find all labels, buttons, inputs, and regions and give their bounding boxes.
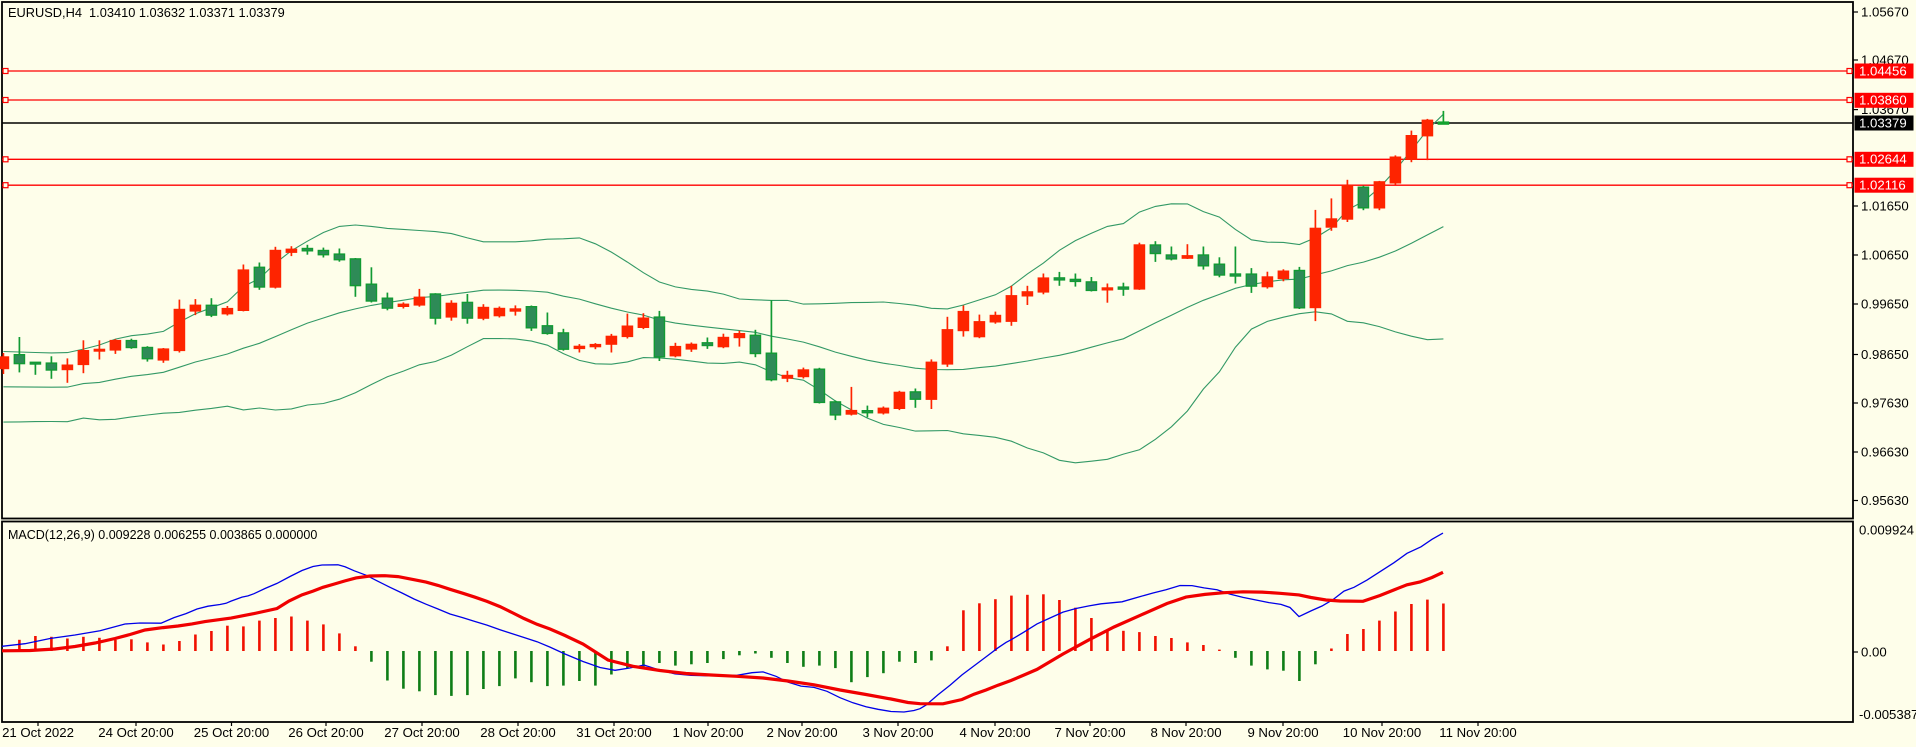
svg-text:0.95630: 0.95630 [1861,493,1909,508]
svg-text:26 Oct 20:00: 26 Oct 20:00 [288,725,364,740]
svg-text:-0.005387: -0.005387 [1859,707,1916,722]
svg-text:1.04456: 1.04456 [1859,63,1907,78]
svg-text:27 Oct 20:00: 27 Oct 20:00 [384,725,460,740]
svg-text:1.02116: 1.02116 [1859,178,1906,193]
svg-text:11 Nov 20:00: 11 Nov 20:00 [1439,725,1516,740]
svg-text:28 Oct 20:00: 28 Oct 20:00 [480,725,556,740]
svg-text:7 Nov 20:00: 7 Nov 20:00 [1054,725,1125,740]
svg-text:2 Nov 20:00: 2 Nov 20:00 [766,725,837,740]
svg-text:9 Nov 20:00: 9 Nov 20:00 [1247,725,1318,740]
svg-text:10 Nov 20:00: 10 Nov 20:00 [1343,725,1421,740]
svg-text:1.02644: 1.02644 [1859,152,1907,167]
svg-text:21 Oct 2022: 21 Oct 2022 [2,725,74,740]
svg-text:1.03379: 1.03379 [1859,115,1907,130]
svg-text:8 Nov 20:00: 8 Nov 20:00 [1150,725,1221,740]
svg-text:0.00: 0.00 [1861,644,1887,659]
svg-text:24 Oct 20:00: 24 Oct 20:00 [98,725,174,740]
svg-text:1.01650: 1.01650 [1861,198,1909,213]
svg-text:0.009924: 0.009924 [1859,522,1914,537]
svg-text:MACD(12,26,9) 0.009228 0.00625: MACD(12,26,9) 0.009228 0.006255 0.003865… [8,528,317,542]
svg-text:0.99650: 0.99650 [1861,296,1909,311]
svg-text:31 Oct 20:00: 31 Oct 20:00 [576,725,652,740]
svg-text:1.00650: 1.00650 [1861,247,1909,262]
svg-text:0.97630: 0.97630 [1861,395,1909,410]
svg-text:0.98650: 0.98650 [1861,347,1909,362]
svg-text:1 Nov 20:00: 1 Nov 20:00 [672,725,743,740]
svg-text:1.03860: 1.03860 [1859,93,1907,108]
svg-text:25 Oct 20:00: 25 Oct 20:00 [194,725,270,740]
svg-text:0.96630: 0.96630 [1861,444,1909,459]
svg-text:3 Nov 20:00: 3 Nov 20:00 [862,725,933,740]
svg-text:EURUSD,H4 1.03410 1.03632 1.0: EURUSD,H4 1.03410 1.03632 1.03371 1.0337… [8,5,285,20]
svg-text:4 Nov 20:00: 4 Nov 20:00 [959,725,1030,740]
svg-text:1.05670: 1.05670 [1861,4,1909,19]
